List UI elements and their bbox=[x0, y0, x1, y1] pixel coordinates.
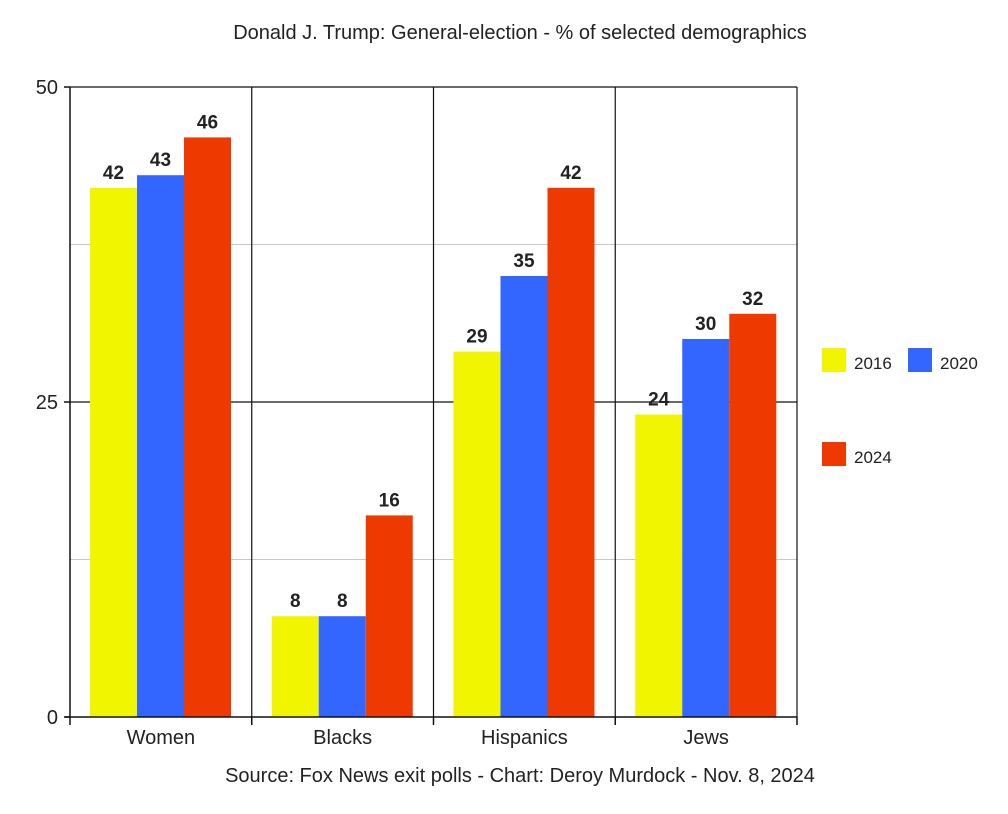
data-label-jews-2016: 24 bbox=[648, 390, 670, 411]
data-label-hispanics-2024: 42 bbox=[560, 163, 581, 184]
data-label-women-2020: 43 bbox=[150, 150, 171, 171]
bar-women-2016 bbox=[90, 187, 137, 718]
bar-hispanics-2024 bbox=[547, 187, 595, 718]
bar-jews-2016 bbox=[635, 414, 683, 717]
x-tick-label-jews: Jews bbox=[683, 727, 729, 749]
data-label-blacks-2016: 8 bbox=[290, 591, 301, 612]
x-tick-label-hispanics: Hispanics bbox=[481, 727, 568, 749]
bar-women-2020 bbox=[137, 175, 184, 717]
grid-lines bbox=[70, 86, 798, 717]
legend-label-2024: 2024 bbox=[854, 448, 892, 467]
data-label-blacks-2020: 8 bbox=[337, 591, 348, 612]
y-tick-label: 0 bbox=[47, 707, 58, 729]
axes: 0 25 50 Women Blacks Hispanics Jews bbox=[36, 77, 798, 749]
bar-blacks-2020 bbox=[318, 616, 366, 717]
bar-hispanics-2016 bbox=[453, 351, 501, 717]
bar-jews-2024 bbox=[729, 313, 777, 717]
chart-source: Source: Fox News exit polls - Chart: Der… bbox=[225, 765, 815, 787]
legend-swatch-2020 bbox=[908, 348, 932, 372]
legend-swatch-2016 bbox=[822, 348, 846, 372]
chart-title: Donald J. Trump: General-election - % of… bbox=[233, 22, 807, 44]
legend: 2016 2020 2024 bbox=[822, 348, 978, 467]
legend-label-2020: 2020 bbox=[940, 354, 978, 373]
data-label-jews-2020: 30 bbox=[695, 314, 716, 335]
data-label-women-2016: 42 bbox=[103, 163, 124, 184]
legend-label-2016: 2016 bbox=[854, 354, 892, 373]
bar-blacks-2024 bbox=[365, 515, 413, 717]
bars bbox=[90, 137, 777, 718]
data-label-jews-2024: 32 bbox=[742, 289, 763, 310]
bar-hispanics-2020 bbox=[500, 276, 548, 717]
bar-women-2024 bbox=[184, 137, 231, 717]
legend-swatch-2024 bbox=[822, 442, 846, 466]
x-tick-label-blacks: Blacks bbox=[313, 727, 372, 749]
data-labels: 42 43 46 8 8 16 29 35 42 24 30 32 bbox=[103, 112, 763, 612]
data-label-women-2024: 46 bbox=[197, 112, 218, 133]
data-label-hispanics-2016: 29 bbox=[466, 327, 487, 348]
y-tick-label: 25 bbox=[36, 392, 58, 414]
bar-blacks-2016 bbox=[271, 616, 319, 717]
y-tick-label: 50 bbox=[36, 77, 58, 99]
data-label-blacks-2024: 16 bbox=[379, 490, 400, 511]
bar-jews-2020 bbox=[682, 339, 730, 717]
x-tick-label-women: Women bbox=[127, 727, 196, 749]
data-label-hispanics-2020: 35 bbox=[513, 251, 535, 272]
